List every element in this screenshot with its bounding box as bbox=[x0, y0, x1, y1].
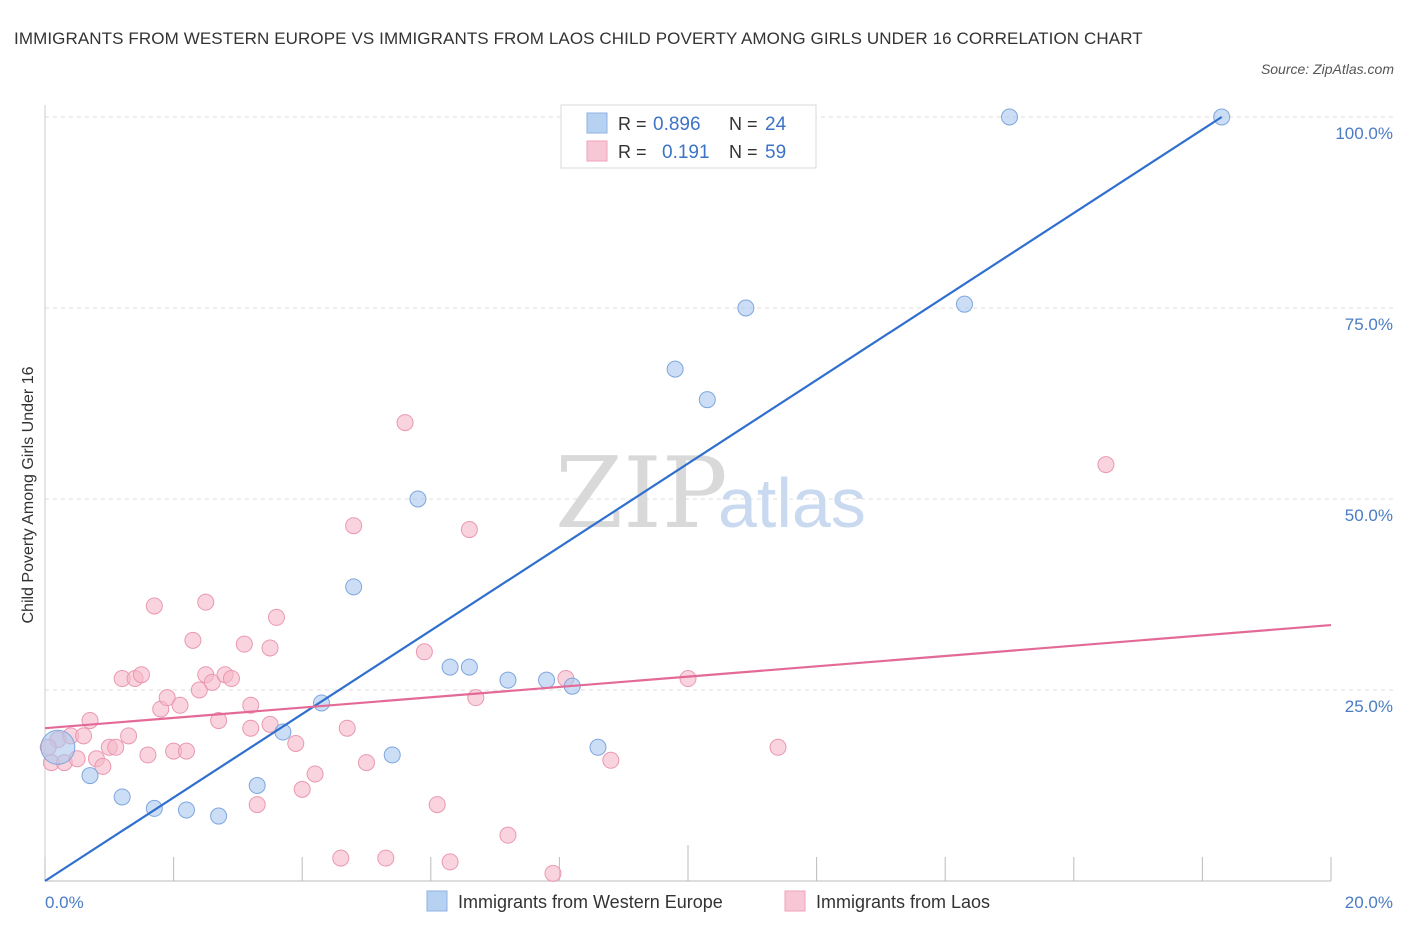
point-laos-24 bbox=[197, 593, 215, 611]
data-points bbox=[39, 108, 1231, 882]
legend-r-label-1: R = bbox=[618, 114, 647, 134]
point-laos-16 bbox=[145, 597, 163, 615]
point-western-europe-9 bbox=[345, 578, 363, 596]
point-laos-8 bbox=[94, 757, 112, 775]
point-laos-54 bbox=[602, 751, 620, 769]
bottom-legend-label-western-europe: Immigrants from Western Europe bbox=[458, 892, 723, 912]
point-laos-48 bbox=[441, 853, 459, 871]
point-western-europe-10 bbox=[383, 746, 401, 764]
point-laos-57 bbox=[1097, 456, 1115, 474]
trend-line-western-europe bbox=[44, 116, 1223, 882]
point-western-europe-4 bbox=[177, 801, 195, 819]
trend-line-laos bbox=[44, 623, 1332, 730]
point-western-europe-0 bbox=[40, 729, 76, 765]
grid-lines bbox=[45, 116, 1395, 691]
chart-title: IMMIGRANTS FROM WESTERN EUROPE VS IMMIGR… bbox=[14, 29, 1143, 48]
point-laos-21 bbox=[177, 742, 195, 760]
legend-r-value-2: 0.191 bbox=[662, 142, 710, 163]
legend-n-label-1: N = bbox=[729, 114, 758, 134]
point-western-europe-15 bbox=[538, 671, 556, 689]
point-laos-37 bbox=[287, 734, 305, 752]
point-western-europe-20 bbox=[737, 299, 755, 317]
y-tick-label-1: 50.0% bbox=[1345, 506, 1393, 525]
y-tick-label-3: 100.0% bbox=[1335, 124, 1393, 143]
point-laos-31 bbox=[242, 719, 260, 737]
point-laos-5 bbox=[75, 727, 93, 745]
point-laos-14 bbox=[132, 666, 150, 684]
point-laos-40 bbox=[332, 849, 350, 867]
point-laos-22 bbox=[184, 631, 202, 649]
point-laos-18 bbox=[158, 689, 176, 707]
point-laos-10 bbox=[107, 738, 125, 756]
point-laos-15 bbox=[139, 746, 157, 764]
point-western-europe-18 bbox=[666, 360, 684, 378]
point-laos-29 bbox=[222, 670, 240, 688]
point-laos-43 bbox=[358, 754, 375, 772]
bottom-legend: Immigrants from Western Europe Immigrant… bbox=[426, 890, 990, 912]
point-laos-46 bbox=[415, 643, 433, 661]
point-laos-51 bbox=[499, 826, 517, 844]
tick-labels: 25.0% 50.0% 75.0% 100.0% 0.0% 20.0% bbox=[45, 124, 1393, 912]
legend-swatch-western-europe bbox=[586, 112, 608, 134]
point-laos-34 bbox=[261, 639, 279, 657]
point-western-europe-14 bbox=[499, 671, 517, 689]
bottom-legend-swatch-western-europe bbox=[426, 890, 448, 912]
trend-lines bbox=[44, 116, 1332, 882]
point-laos-23 bbox=[190, 681, 208, 699]
y-tick-label-0: 25.0% bbox=[1345, 697, 1393, 716]
point-laos-35 bbox=[261, 715, 279, 733]
point-laos-44 bbox=[377, 849, 395, 867]
point-laos-56 bbox=[769, 738, 787, 756]
legend-n-value-2: 59 bbox=[765, 142, 786, 163]
source-note: Source: ZipAtlas.com bbox=[1260, 61, 1394, 77]
point-western-europe-13 bbox=[460, 658, 478, 676]
point-laos-50 bbox=[467, 689, 485, 707]
point-western-europe-5 bbox=[210, 807, 228, 825]
point-western-europe-1 bbox=[81, 767, 99, 785]
point-western-europe-17 bbox=[589, 738, 607, 756]
point-laos-52 bbox=[544, 864, 562, 882]
point-laos-12 bbox=[120, 727, 138, 745]
point-laos-47 bbox=[428, 796, 446, 814]
point-laos-6 bbox=[81, 712, 99, 730]
point-laos-49 bbox=[460, 521, 478, 539]
point-laos-45 bbox=[396, 414, 414, 432]
point-laos-26 bbox=[203, 673, 221, 691]
point-laos-27 bbox=[210, 712, 228, 730]
point-laos-30 bbox=[235, 635, 253, 653]
bottom-legend-label-laos: Immigrants from Laos bbox=[816, 892, 990, 912]
x-tick-label-1: 20.0% bbox=[1345, 893, 1393, 912]
legend-swatch-laos bbox=[586, 140, 608, 162]
legend-n-label-2: N = bbox=[729, 142, 758, 162]
point-western-europe-22 bbox=[1001, 108, 1018, 126]
point-laos-33 bbox=[248, 796, 266, 814]
point-laos-36 bbox=[267, 608, 285, 626]
point-western-europe-2 bbox=[113, 788, 131, 806]
point-laos-38 bbox=[293, 780, 311, 798]
legend-r-label-2: R = bbox=[618, 142, 647, 162]
point-laos-32 bbox=[242, 696, 260, 714]
point-western-europe-12 bbox=[441, 658, 459, 676]
y-axis-label: Child Poverty Among Girls Under 16 bbox=[20, 366, 37, 623]
legend-r-value-1: 0.896 bbox=[653, 114, 701, 135]
point-laos-42 bbox=[345, 517, 363, 535]
point-western-europe-19 bbox=[698, 391, 716, 409]
x-tick-label-0: 0.0% bbox=[45, 893, 84, 912]
point-laos-20 bbox=[171, 696, 189, 714]
point-western-europe-11 bbox=[409, 490, 427, 508]
point-western-europe-6 bbox=[248, 777, 266, 794]
watermark-atlas: atlas bbox=[718, 464, 866, 542]
point-laos-41 bbox=[338, 719, 356, 737]
point-laos-55 bbox=[679, 670, 697, 688]
y-tick-label-2: 75.0% bbox=[1345, 315, 1393, 334]
legend-n-value-1: 24 bbox=[765, 114, 787, 135]
point-western-europe-21 bbox=[955, 295, 973, 313]
bottom-legend-swatch-laos bbox=[784, 890, 806, 912]
top-legend: R = 0.896 N = 24 R = 0.191 N = 59 bbox=[560, 104, 817, 169]
point-laos-39 bbox=[306, 765, 324, 783]
